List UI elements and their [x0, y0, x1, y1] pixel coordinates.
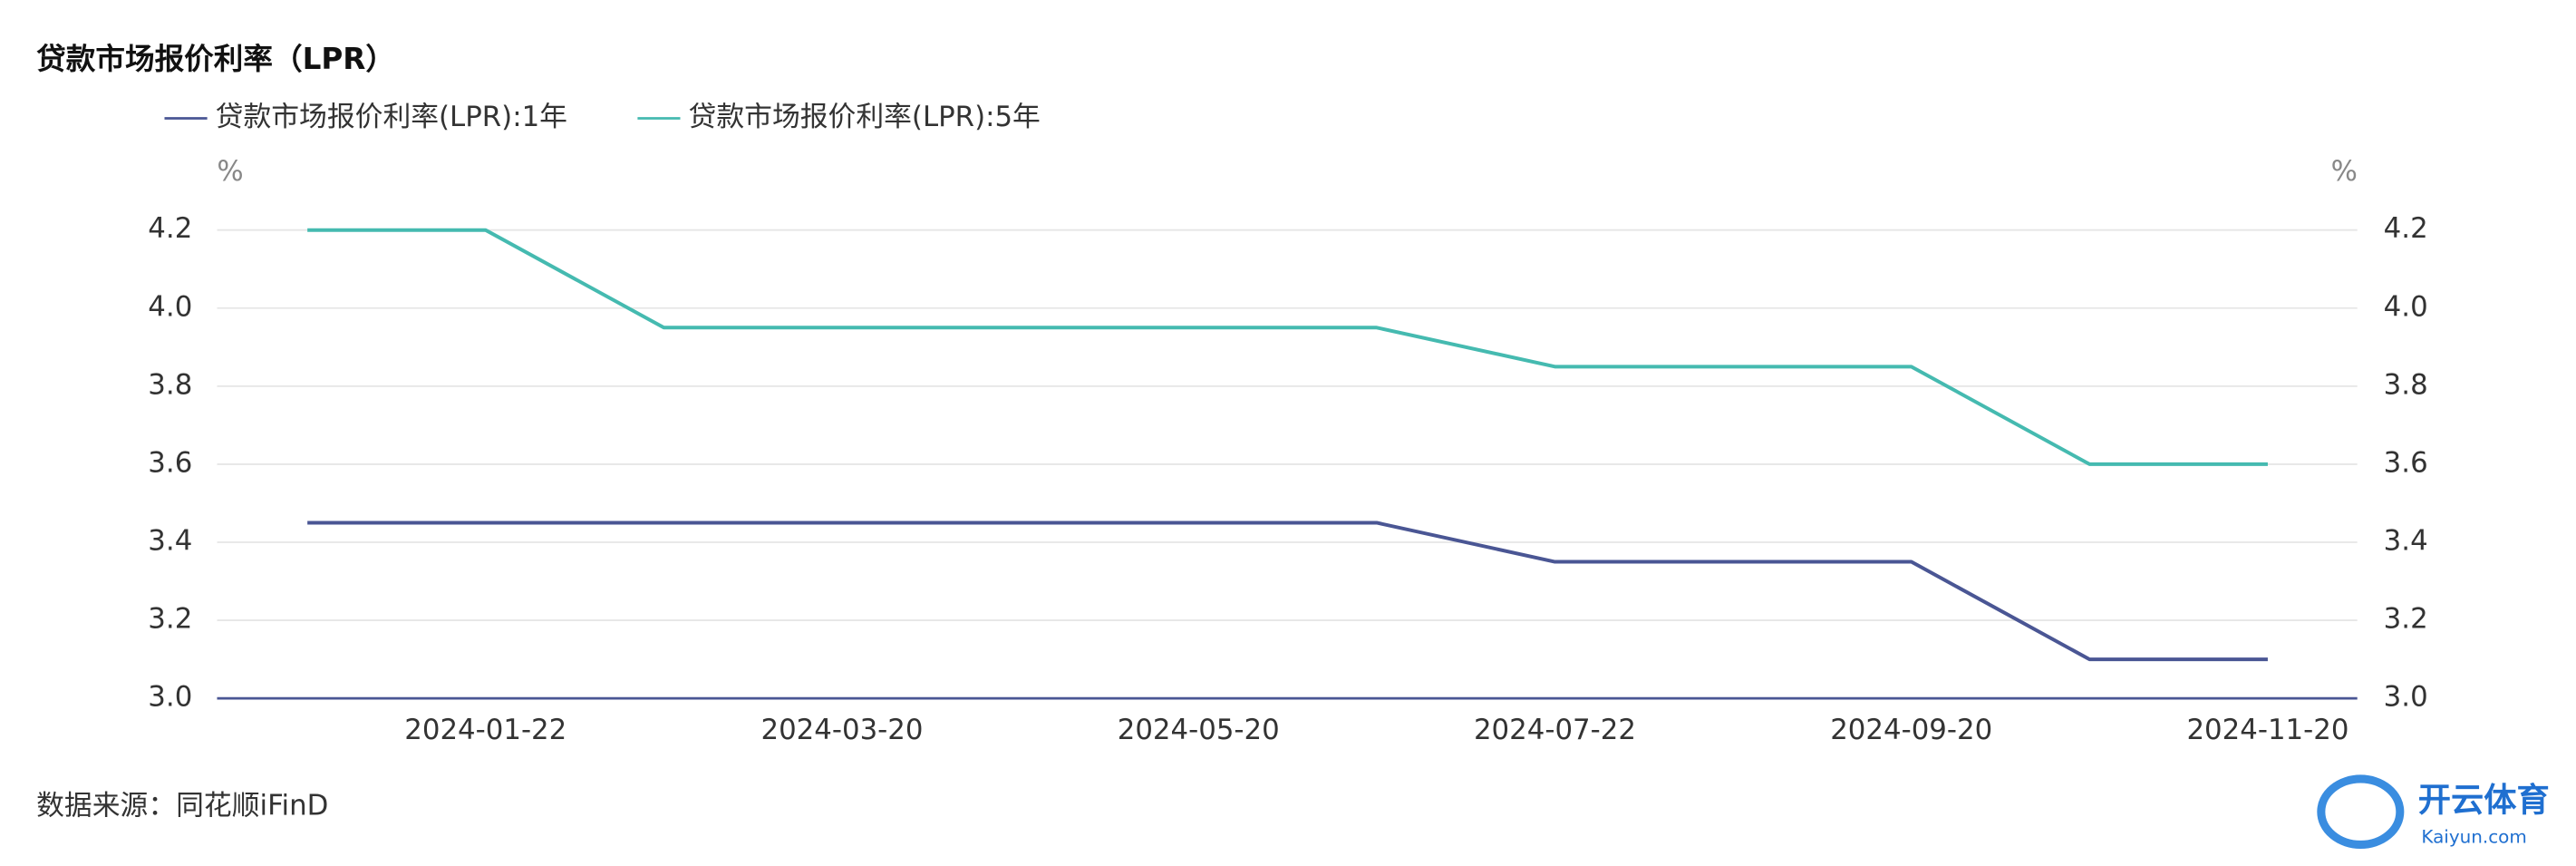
series-line [307, 521, 2268, 662]
y-tick-label: 4.2 [148, 212, 192, 245]
source: 数据来源：同花顺iFinD [36, 789, 328, 822]
y-tick-label: 3.2 [148, 603, 192, 636]
y-tick-label: 3.0 [148, 681, 192, 714]
y-tick-label: 3.6 [148, 446, 192, 479]
y-unit: % [217, 155, 243, 188]
watermark-name: 开云体育 [2418, 780, 2550, 819]
watermark-site: Kaiyun.com [2421, 827, 2526, 848]
y2-tick-label: 3.4 [2384, 525, 2428, 558]
x-tick-label: 2024-03-20 [761, 714, 924, 746]
x-tick-label: 2024-09-20 [1830, 714, 1992, 746]
series-line [307, 228, 2268, 466]
y-tick-label: 4.0 [148, 290, 192, 323]
y2-tick-label: 3.6 [2384, 446, 2428, 479]
y2-unit: % [2331, 155, 2358, 188]
y2-tick-label: 3.8 [2384, 368, 2428, 401]
chart-title: 贷款市场报价利率（LPR） [36, 42, 395, 76]
watermark: 开云体育 Kaiyun.com [2317, 774, 2550, 849]
y2-tick-label: 4.2 [2384, 212, 2428, 245]
x-tick-label: 2024-11-20 [2186, 714, 2348, 746]
y-tick-label: 3.8 [148, 368, 192, 401]
watermark-logo [2317, 774, 2405, 849]
y2-tick-label: 4.0 [2384, 290, 2428, 323]
x-tick-label: 2024-01-22 [404, 714, 567, 746]
y2-tick-label: 3.2 [2384, 603, 2428, 636]
legend-label: 贷款市场报价利率(LPR):1年 [216, 101, 567, 133]
y-tick-label: 3.4 [148, 525, 192, 558]
legend-label: 贷款市场报价利率(LPR):5年 [689, 101, 1041, 133]
y2-tick-label: 3.0 [2384, 681, 2428, 714]
x-tick-label: 2024-07-22 [1474, 714, 1636, 746]
x-tick-label: 2024-05-20 [1118, 714, 1280, 746]
